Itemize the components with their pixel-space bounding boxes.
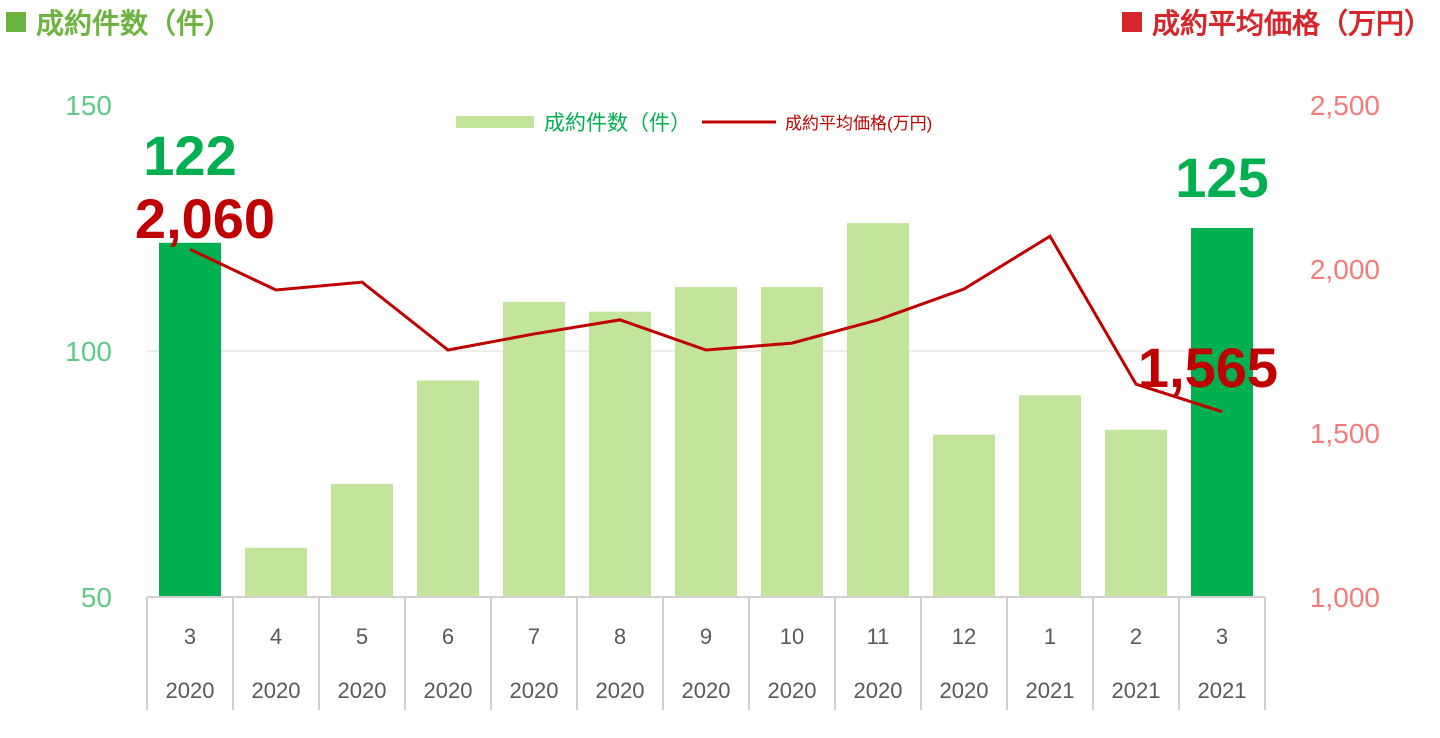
right-axis-tick: 2,000 xyxy=(1310,254,1380,285)
x-tick-month: 1 xyxy=(1044,624,1056,649)
x-tick-year: 2020 xyxy=(510,678,559,703)
bar-5 xyxy=(589,311,651,597)
x-tick-month: 8 xyxy=(614,624,626,649)
left-axis-tick: 100 xyxy=(65,336,112,367)
data-label-line-last: 1,565 xyxy=(1138,336,1278,399)
x-tick-month: 6 xyxy=(442,624,454,649)
bar-11 xyxy=(1105,429,1167,597)
x-tick-month: 3 xyxy=(184,624,196,649)
bar-7 xyxy=(761,287,823,597)
x-tick-month: 2 xyxy=(1130,624,1142,649)
x-tick-month: 5 xyxy=(356,624,368,649)
x-tick-year: 2021 xyxy=(1112,678,1161,703)
x-tick-year: 2020 xyxy=(166,678,215,703)
bar-8 xyxy=(847,223,909,597)
x-tick-month: 10 xyxy=(780,624,804,649)
x-tick-year: 2020 xyxy=(682,678,731,703)
bar-3 xyxy=(417,380,479,597)
right-axis-tick: 1,000 xyxy=(1310,582,1380,613)
x-tick-year: 2020 xyxy=(252,678,301,703)
right-header-text: 成約平均価格（万円） xyxy=(1151,8,1432,39)
x-tick-month: 9 xyxy=(700,624,712,649)
data-label-line-first: 2,060 xyxy=(135,187,275,250)
left-axis-tick: 150 xyxy=(65,90,112,121)
legend-bar-label: 成約件数（件） xyxy=(544,112,691,135)
x-tick-year: 2020 xyxy=(596,678,645,703)
legend-line-label: 成約平均価格(万円) xyxy=(785,114,932,133)
green-square-icon xyxy=(6,12,26,32)
x-tick-month: 11 xyxy=(867,624,890,649)
bar-2 xyxy=(331,483,393,597)
bar-1 xyxy=(245,547,307,597)
x-tick-year: 2020 xyxy=(854,678,903,703)
x-tick-year: 2020 xyxy=(768,678,817,703)
right-series-header: 成約平均価格（万円） xyxy=(1121,2,1432,42)
data-label-bar-first: 122 xyxy=(143,124,236,187)
right-axis-tick: 1,500 xyxy=(1310,418,1380,449)
x-tick-year: 2020 xyxy=(424,678,473,703)
left-axis-tick: 50 xyxy=(81,582,112,613)
bar-12 xyxy=(1191,228,1253,597)
left-series-header: 成約件数（件） xyxy=(6,2,232,42)
bar-4 xyxy=(503,301,565,597)
legend-bar-swatch xyxy=(456,116,534,128)
x-tick-year: 2021 xyxy=(1026,678,1075,703)
data-label-bar-last: 125 xyxy=(1175,146,1268,209)
x-tick-month: 3 xyxy=(1216,624,1228,649)
right-axis-tick: 2,500 xyxy=(1310,90,1380,121)
x-tick-year: 2020 xyxy=(940,678,989,703)
bar-10 xyxy=(1019,395,1081,597)
red-square-icon xyxy=(1121,12,1142,32)
x-tick-month: 4 xyxy=(270,624,282,649)
x-tick-year: 2020 xyxy=(338,678,387,703)
bar-0 xyxy=(159,242,221,597)
x-tick-month: 7 xyxy=(528,624,540,649)
bar-9 xyxy=(933,434,995,597)
left-header-text: 成約件数（件） xyxy=(36,8,233,39)
x-tick-month: 12 xyxy=(952,624,976,649)
x-tick-year: 2021 xyxy=(1198,678,1247,703)
bar-6 xyxy=(675,287,737,597)
